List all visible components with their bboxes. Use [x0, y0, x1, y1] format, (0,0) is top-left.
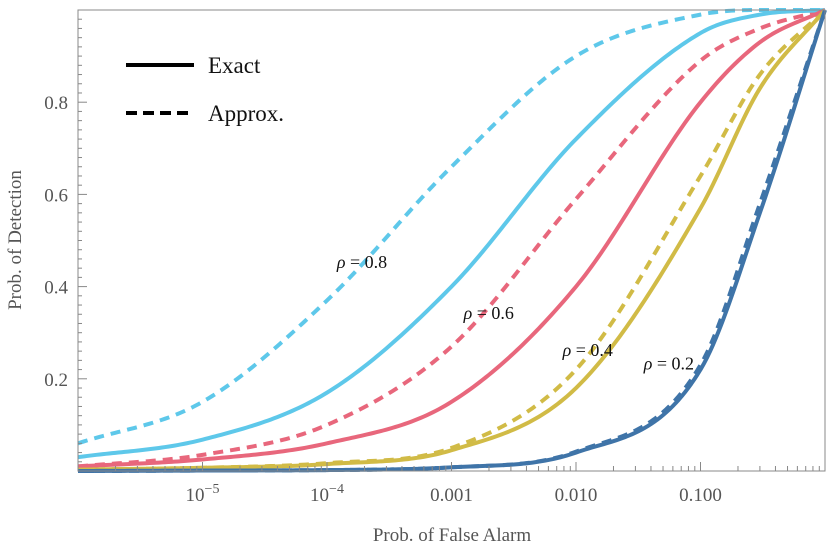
chart-series [77, 8, 827, 473]
x-tick-label: 10−4 [310, 482, 344, 506]
series-line-rho-06-exact [77, 8, 826, 469]
curve-annotation: ρ = 0.6 [463, 303, 514, 323]
x-tick-label: 10−5 [186, 482, 220, 506]
x-tick-label: 0.010 [555, 485, 598, 506]
series-line-rho-08-exact [77, 8, 826, 460]
series-line-rho-08-approx [77, 8, 825, 446]
tick-labels: 10−5 10−4 0.001 0.010 0.100 0.2 0.4 0.6 0.8 [44, 93, 722, 506]
curve-annotation: ρ = 0.8 [336, 252, 387, 272]
y-tick-label: 0.4 [44, 278, 68, 299]
x-tick-label: 0.100 [679, 485, 722, 506]
x-axis-title: Prob. of False Alarm [373, 525, 532, 546]
curve-annotations: ρ = 0.8 ρ = 0.6 ρ = 0.4 ρ = 0.2 [336, 252, 694, 373]
y-tick-label: 0.6 [44, 185, 68, 206]
x-tick-label: 0.001 [430, 485, 473, 506]
series-line-rho-06-approx [77, 8, 826, 469]
legend-label-approx: Approx. [208, 101, 284, 126]
legend: Exact Approx. [126, 53, 284, 126]
y-axis-title: Prob. of Detection [5, 170, 26, 310]
curve-annotation: ρ = 0.4 [562, 340, 613, 360]
legend-label-exact: Exact [208, 53, 261, 78]
axis-ticks [78, 18, 820, 471]
y-tick-label: 0.2 [44, 370, 68, 391]
curve-annotation: ρ = 0.2 [643, 354, 694, 374]
y-tick-label: 0.8 [44, 93, 68, 114]
